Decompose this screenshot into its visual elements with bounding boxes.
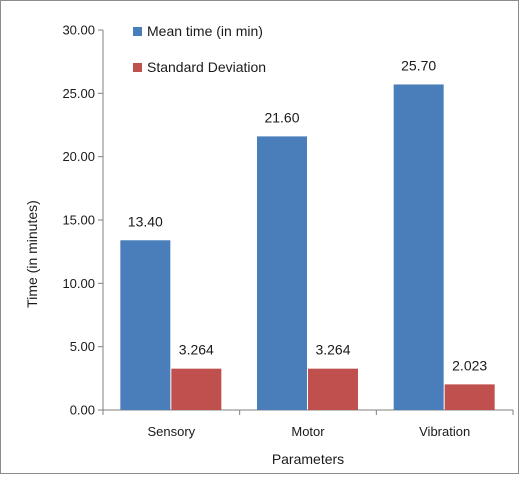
- x-tick-label: Sensory: [147, 424, 195, 439]
- data-label-mean-time: 13.40: [128, 213, 163, 229]
- x-axis: Sensory Motor Vibration: [102, 409, 514, 439]
- bar-mean-time: [120, 240, 171, 410]
- data-label-standard-deviation: 3.264: [315, 342, 350, 358]
- legend: Mean time (in min) Standard Deviation: [133, 23, 266, 75]
- y-axis-title: Time (in minutes): [24, 200, 40, 308]
- x-tick-label: Vibration: [419, 424, 470, 439]
- y-tick-label: 10.00: [62, 276, 95, 291]
- y-tick-label: 0.00: [70, 403, 95, 418]
- y-tick-label: 20.00: [62, 149, 95, 164]
- legend-label-mean: Mean time (in min): [147, 23, 263, 39]
- y-tick-label: 5.00: [70, 339, 95, 354]
- data-labels: 13.40 21.60 25.70 3.264 3.264 2.023: [128, 57, 488, 373]
- data-label-mean-time: 21.60: [264, 109, 299, 125]
- legend-swatch-sd: [133, 63, 142, 72]
- y-tick-label: 25.00: [62, 86, 95, 101]
- y-tick-label: 15.00: [62, 213, 95, 228]
- bars: [120, 84, 495, 410]
- data-label-standard-deviation: 2.023: [452, 357, 487, 373]
- data-label-mean-time: 25.70: [401, 57, 436, 73]
- x-axis-title: Parameters: [272, 451, 344, 467]
- bar-standard-deviation: [171, 368, 222, 410]
- legend-label-sd: Standard Deviation: [147, 59, 266, 75]
- bar-standard-deviation: [308, 368, 358, 410]
- bar-mean-time: [393, 84, 444, 410]
- x-tick-label: Motor: [291, 424, 325, 439]
- bar-mean-time: [257, 136, 307, 410]
- y-tick-label: 30.00: [62, 23, 95, 38]
- bar-standard-deviation: [444, 384, 495, 410]
- y-axis: 0.00 5.00 10.00 15.00 20.00 25.00 30.00: [62, 23, 104, 418]
- data-label-standard-deviation: 3.264: [179, 342, 214, 358]
- legend-swatch-mean: [133, 27, 142, 36]
